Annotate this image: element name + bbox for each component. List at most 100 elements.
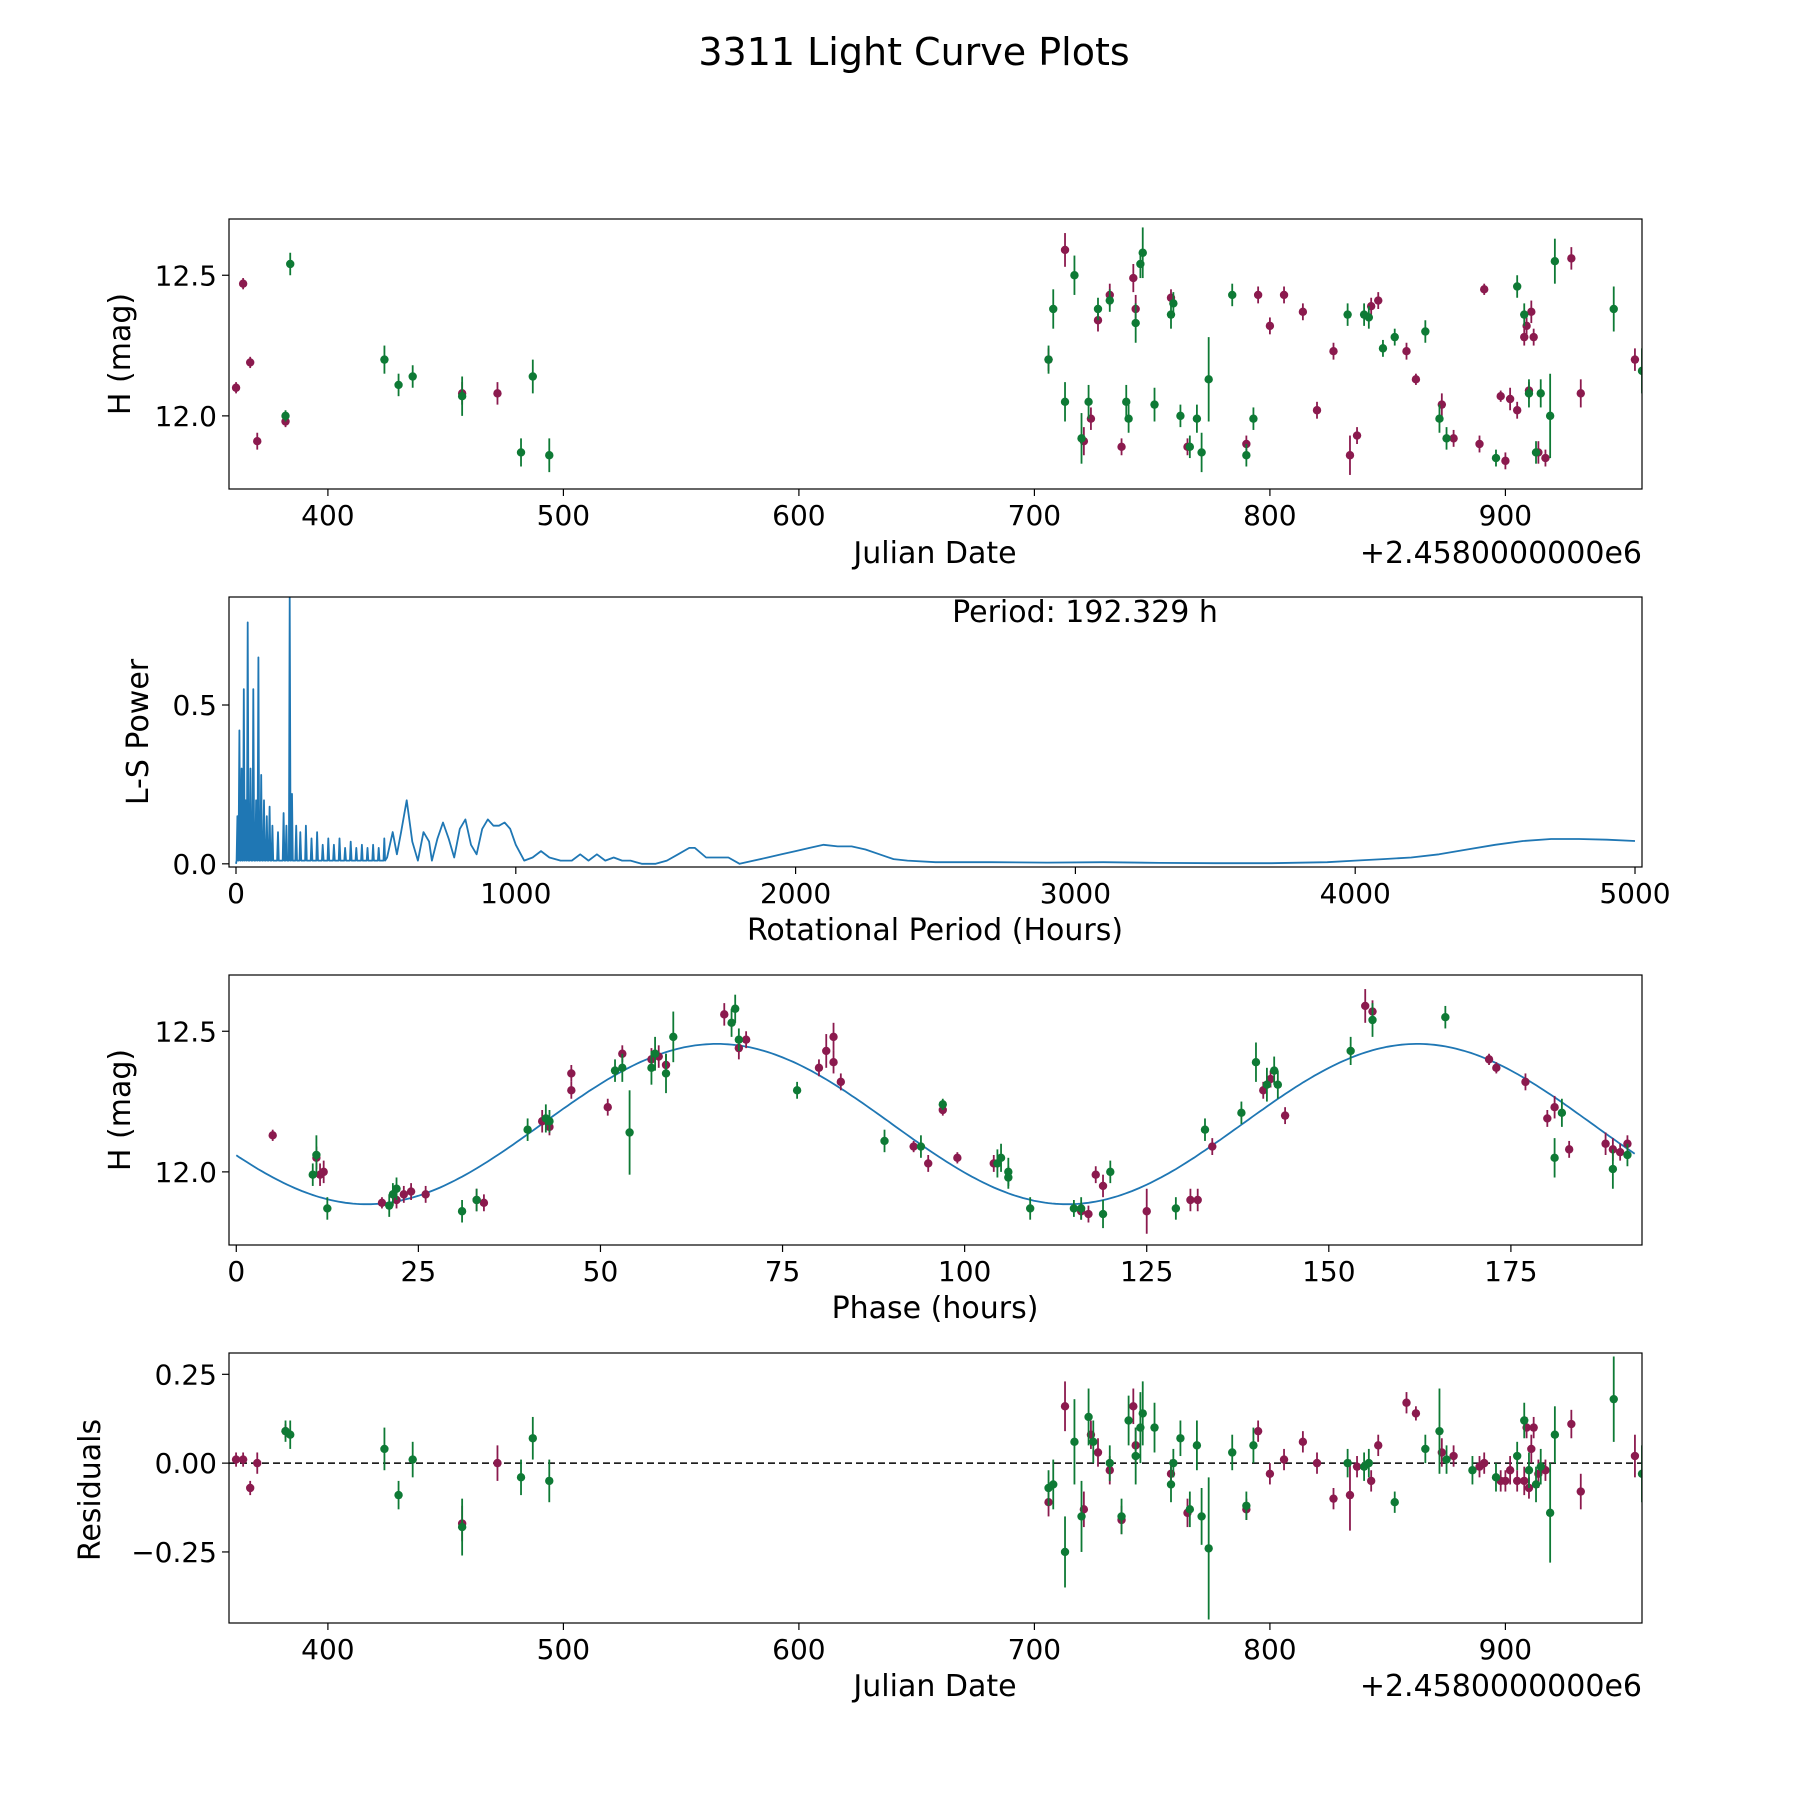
data-point (1329, 346, 1338, 356)
data-point (245, 1483, 255, 1493)
data-point (245, 358, 255, 367)
data-point (1491, 453, 1501, 463)
data-point (1298, 307, 1308, 317)
data-point (822, 1046, 831, 1056)
data-point (814, 1063, 824, 1073)
data-point (734, 1035, 744, 1044)
data-point (1541, 453, 1550, 463)
data-point (385, 1201, 394, 1210)
data-point (253, 436, 262, 446)
data-point (1411, 375, 1421, 384)
data-point (1060, 1547, 1070, 1557)
data-point (493, 1458, 502, 1468)
data-point (618, 1063, 627, 1073)
data-point (567, 1069, 576, 1078)
data-point (1345, 1490, 1355, 1500)
data-point (996, 1153, 1006, 1163)
data-point (1475, 439, 1484, 449)
data-point (567, 1086, 576, 1095)
phase-x-axis-label: Phase (hours) (832, 1291, 1039, 1326)
data-point (1496, 391, 1505, 401)
data-point (1279, 290, 1289, 300)
phase-y-tick-label: 12.0 (155, 1156, 217, 1189)
data-point (1520, 1476, 1529, 1486)
data-point (1185, 442, 1195, 452)
data-point (1550, 256, 1560, 266)
data-point (523, 1125, 532, 1134)
phase-x-tick-label: 75 (765, 1255, 801, 1288)
data-point (516, 1473, 526, 1482)
raw-x-tick-label: 900 (1479, 499, 1532, 532)
data-point (1204, 375, 1213, 384)
data-point (1520, 1416, 1529, 1425)
data-point (1142, 1207, 1151, 1216)
data-point (1524, 1466, 1534, 1475)
data-point (457, 391, 467, 401)
data-point (1060, 245, 1070, 255)
data-point (323, 1204, 332, 1213)
data-point (1242, 1501, 1251, 1510)
data-point (1484, 1055, 1494, 1064)
data-point (1049, 304, 1058, 314)
data-point (1185, 1505, 1195, 1514)
data-point (528, 1434, 537, 1443)
data-point (1089, 1437, 1098, 1447)
residuals-x-tick-label: 600 (772, 1633, 825, 1666)
data-point (1512, 1476, 1522, 1486)
raw-x-tick-label: 700 (1008, 499, 1061, 532)
residuals-y-axis-label: Residuals (73, 1419, 108, 1561)
data-point (1124, 414, 1133, 423)
data-point (1536, 1462, 1545, 1471)
data-point (1520, 310, 1529, 319)
data-point (231, 1455, 241, 1464)
raw-x-tick-label: 500 (537, 499, 590, 532)
data-point (1298, 1437, 1308, 1447)
data-point (1529, 332, 1538, 342)
periodogram-x-tick-label: 3000 (1040, 877, 1111, 910)
residuals-x-axis-label: Julian Date (851, 1669, 1016, 1704)
data-point (1366, 1476, 1376, 1486)
periodogram-y-ticks: 0.0 0.5 (172, 689, 229, 881)
data-point (1228, 290, 1237, 300)
data-point (1077, 434, 1086, 443)
periodogram-x-tick-label: 4000 (1320, 877, 1391, 910)
data-point (1442, 434, 1451, 443)
data-point (238, 279, 248, 288)
data-point (1492, 1063, 1501, 1073)
data-point (1368, 1015, 1377, 1025)
data-point (1501, 1476, 1510, 1486)
residuals-x-tick-label: 900 (1479, 1633, 1532, 1666)
data-point (1197, 448, 1206, 457)
data-point (1131, 1451, 1140, 1461)
data-point (479, 1198, 489, 1208)
data-point (408, 1455, 417, 1464)
residuals-x-tick-label: 400 (301, 1633, 354, 1666)
data-point (528, 372, 537, 381)
data-point (1060, 397, 1070, 407)
data-point (1531, 448, 1541, 457)
residuals-x-offset-label: +2.4580000000e6 (1360, 1669, 1642, 1704)
data-point (1138, 1409, 1147, 1418)
data-point (392, 1184, 401, 1193)
data-point (924, 1159, 933, 1168)
data-point (1025, 1204, 1035, 1213)
phase-series-band-a (268, 989, 1632, 1234)
periodogram-plot-area (235, 597, 1636, 865)
data-point (472, 1195, 481, 1205)
data-point (1601, 1139, 1610, 1148)
data-point (1262, 1080, 1272, 1089)
data-point (1098, 1181, 1108, 1191)
data-point (286, 1430, 295, 1439)
data-point (421, 1190, 430, 1199)
data-point (1253, 290, 1263, 300)
data-point (1435, 414, 1444, 423)
raw-axes-frame (228, 218, 1643, 490)
panel-residuals: 400 500 600 700 800 900 0.25 0.00 −0.25 Julian … (73, 1352, 1643, 1704)
periodogram-x-tick-label: 5000 (1599, 877, 1670, 910)
data-point (1176, 1434, 1185, 1443)
phase-y-tick-label: 12.5 (155, 1015, 217, 1048)
data-point (1312, 406, 1322, 415)
data-point (1193, 1195, 1202, 1205)
data-point (1280, 1111, 1290, 1120)
data-point (1200, 1125, 1210, 1134)
